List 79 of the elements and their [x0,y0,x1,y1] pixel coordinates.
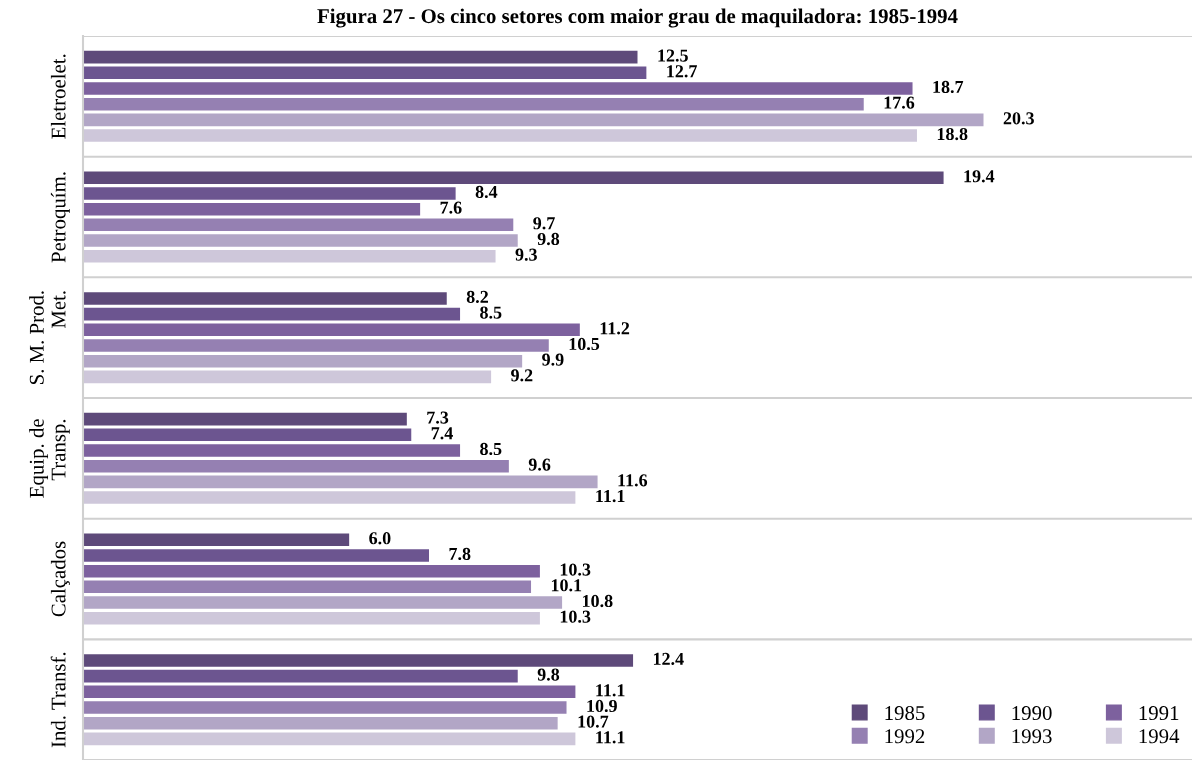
data-label: 17.6 [884,96,915,109]
data-label: 11.6 [618,474,648,487]
data-label: 9.9 [542,353,564,366]
y-tick-label: Equip. de Transp. [29,419,70,498]
bar [83,685,576,699]
data-label: 9.7 [533,217,555,230]
bar [83,113,984,127]
legend-label: 1985 [885,706,925,721]
data-label: 6.0 [369,532,391,545]
y-tick-label: Petroquím. [50,172,70,263]
data-label: 20.3 [1003,112,1034,125]
data-label: 7.3 [427,411,449,424]
bar [83,218,514,232]
bar [83,580,532,594]
data-label: 8.5 [480,442,502,456]
data-label: 11.2 [600,322,630,335]
bar [83,171,944,185]
bar [83,412,407,426]
legend-label: 1994 [1139,729,1180,744]
data-label: 18.8 [937,127,968,141]
bar [83,354,523,368]
data-label: 9.2 [511,369,533,382]
data-label: 11.1 [596,684,625,697]
data-label: 8.4 [475,185,498,199]
bar [83,66,647,80]
data-label: 10.7 [578,715,609,728]
y-tick-label: Calçados [50,541,70,617]
bar [83,339,549,352]
data-label: 12.5 [658,49,688,62]
data-label: 18.7 [933,80,964,94]
data-label: 10.3 [560,563,591,576]
data-label: 12.7 [667,65,697,78]
bar [83,202,421,216]
data-label: 9.8 [537,232,560,246]
bar [83,444,461,457]
bar [83,549,430,562]
bar [83,428,412,442]
bar [83,97,864,111]
data-label: 8.5 [480,306,502,319]
y-tick-label: S. M. Prod. Met. [29,291,66,385]
bar [83,654,634,667]
data-label: 7.6 [440,201,462,214]
legend-label: 1991 [1139,706,1179,721]
bar [83,475,598,489]
data-label: 10.9 [587,699,617,713]
y-tick-label: Ind. Transf. [50,652,66,748]
bar [83,701,567,714]
data-label: 9.6 [528,458,551,471]
data-label: 11.1 [596,489,625,503]
data-label: 9.3 [515,248,537,261]
data-label: 19.4 [964,170,995,183]
data-label: 7.4 [431,427,453,440]
data-label: 7.8 [449,547,471,561]
data-label: 10.5 [569,337,600,351]
bar [83,292,447,305]
bar [83,50,638,64]
bar [83,533,350,547]
bar [83,82,913,95]
data-label: 8.2 [466,290,488,304]
data-label: 10.8 [582,594,613,608]
chart-title: Figura 27 - Os cinco setores com maior grau de maquiladora: 1985-1994 [317,8,958,28]
data-label: 12.4 [653,652,684,666]
bar [83,187,456,200]
legend-label: 1990 [1012,706,1052,721]
bar [83,234,518,247]
y-tick-label: Eletroelet. [50,54,66,139]
bar [83,716,558,730]
legend-label: 1992 [885,729,925,744]
bar [83,307,461,321]
bar [83,669,518,683]
data-label: 9.8 [537,668,560,681]
bar [83,323,580,337]
data-label: 11.1 [596,731,625,744]
bar [83,596,563,609]
bar [83,459,509,473]
bar [83,564,540,578]
data-label: 10.1 [551,579,582,592]
legend-label: 1993 [1012,729,1052,744]
data-label: 10.3 [560,610,591,623]
